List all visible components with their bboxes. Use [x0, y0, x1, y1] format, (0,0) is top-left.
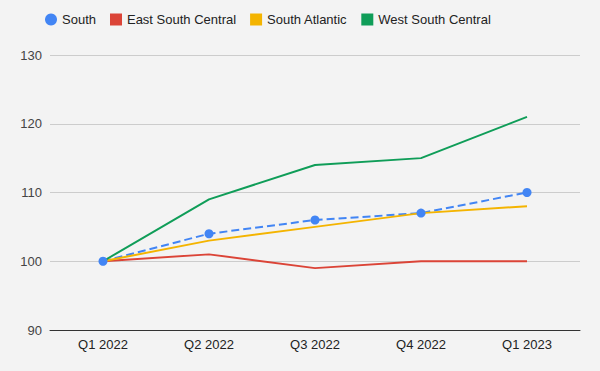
svg-text:Q4 2022: Q4 2022 [396, 337, 446, 352]
svg-text:100: 100 [20, 254, 42, 269]
svg-text:110: 110 [21, 185, 42, 200]
svg-text:90: 90 [28, 323, 42, 338]
svg-text:130: 130 [20, 48, 42, 63]
svg-text:120: 120 [20, 116, 42, 131]
svg-text:East South Central: East South Central [127, 12, 236, 27]
svg-text:South Atlantic: South Atlantic [267, 12, 347, 27]
svg-text:Q3 2022: Q3 2022 [290, 337, 340, 352]
svg-text:South: South [62, 12, 96, 27]
svg-text:Q1 2023: Q1 2023 [502, 337, 552, 352]
svg-text:Q2 2022: Q2 2022 [184, 337, 234, 352]
svg-text:Q1 2022: Q1 2022 [78, 337, 128, 352]
svg-text:West South Central: West South Central [378, 12, 491, 27]
